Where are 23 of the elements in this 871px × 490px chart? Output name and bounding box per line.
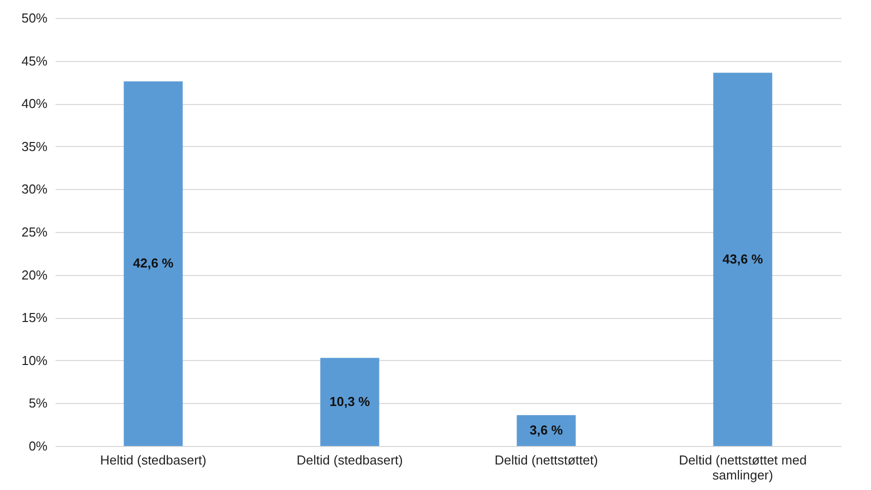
y-tick-label: 50%	[21, 10, 48, 26]
x-tick-label: Deltid (nettstøttet)	[494, 452, 598, 468]
data-label: 3,6 %	[530, 422, 564, 438]
y-tick-label: 0%	[28, 438, 48, 454]
data-label: 10,3 %	[330, 394, 370, 409]
x-tick-label: Heltid (stedbasert)	[100, 452, 206, 468]
x-tick-label: Deltid (stedbasert)	[296, 452, 403, 468]
data-label: 42,6 %	[133, 256, 174, 271]
y-tick-label: 5%	[28, 396, 48, 411]
data-label: 43,6 %	[722, 251, 764, 266]
bar	[320, 358, 380, 446]
y-tick-label: 25%	[21, 224, 48, 240]
y-tick-label: 30%	[21, 182, 48, 197]
y-tick-label: 15%	[21, 310, 48, 326]
y-tick-label: 10%	[21, 352, 48, 368]
y-tick-label: 40%	[21, 96, 48, 112]
y-tick-label: 20%	[21, 267, 48, 282]
y-tick-label: 45%	[21, 53, 48, 68]
bar	[124, 81, 183, 446]
bar	[516, 415, 576, 446]
x-tick-label: Deltid (nettstøttet med samlinger)	[678, 452, 807, 482]
y-tick-label: 35%	[21, 138, 48, 154]
bar	[713, 72, 772, 446]
